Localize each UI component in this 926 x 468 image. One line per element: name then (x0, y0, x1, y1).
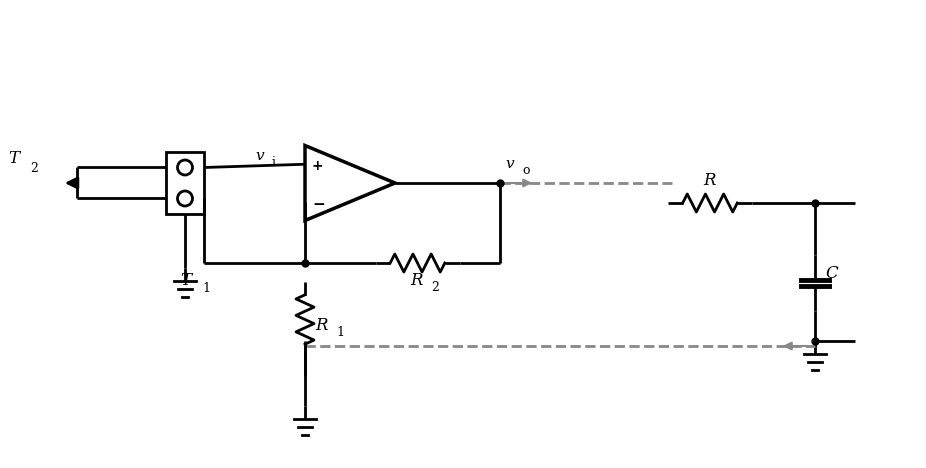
Text: 1: 1 (202, 282, 210, 295)
Text: R: R (703, 172, 716, 189)
Text: 2: 2 (30, 161, 38, 175)
Text: T: T (180, 272, 191, 289)
Text: o: o (522, 164, 530, 177)
Text: R: R (410, 272, 423, 289)
Text: 2: 2 (432, 281, 439, 294)
Text: v: v (505, 157, 514, 171)
Text: T: T (8, 151, 19, 168)
Text: i: i (272, 156, 276, 169)
Text: C: C (825, 265, 838, 282)
Text: v: v (255, 149, 264, 163)
Text: R: R (315, 316, 328, 334)
Text: 1: 1 (336, 327, 344, 339)
Text: +: + (312, 159, 323, 173)
Bar (166, 152, 204, 214)
Text: −: − (312, 197, 325, 212)
